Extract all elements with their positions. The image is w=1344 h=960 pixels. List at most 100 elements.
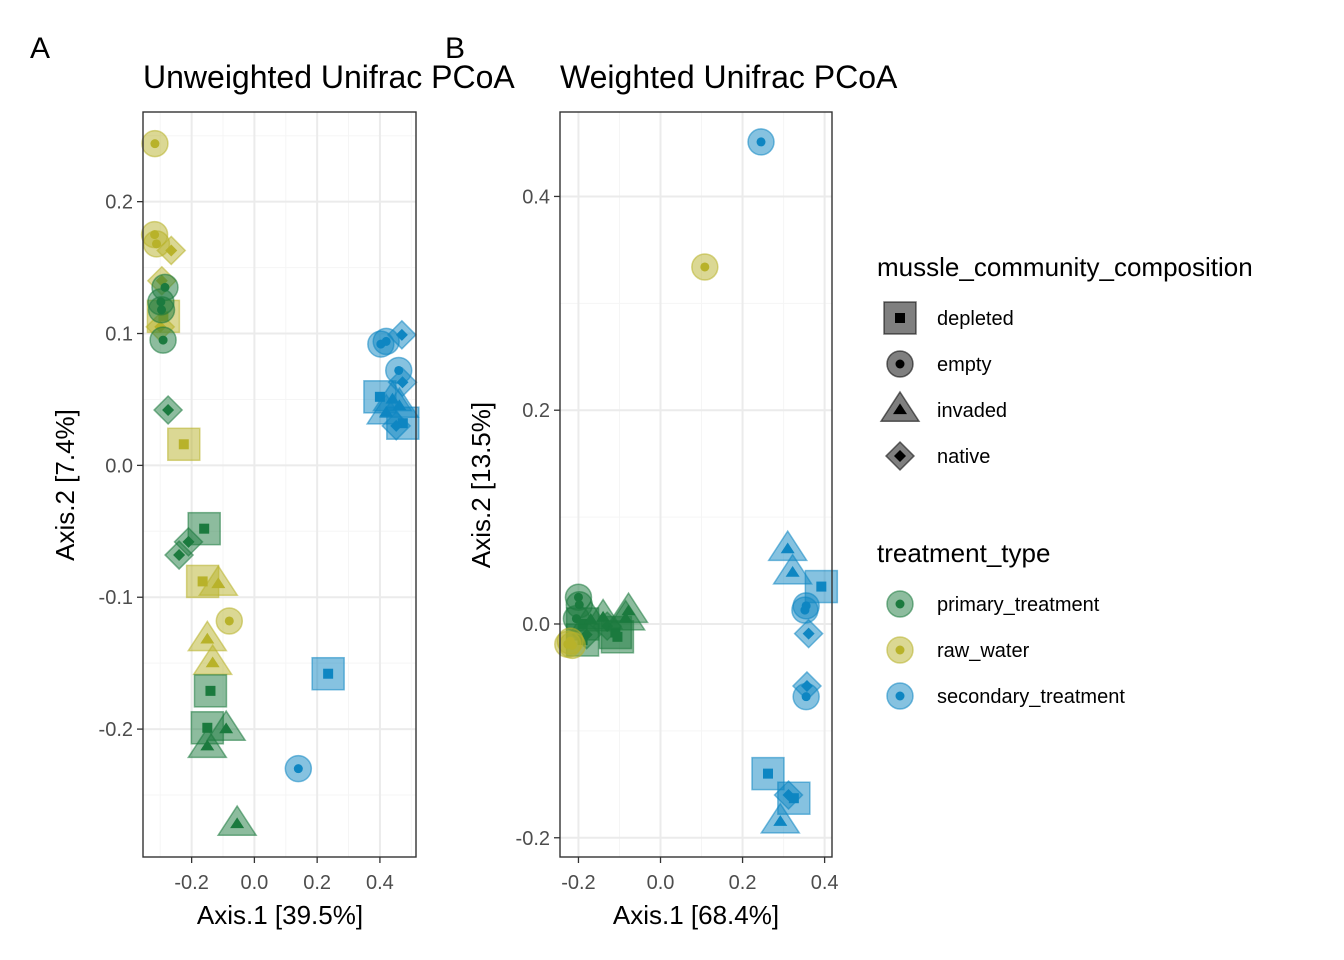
data-point: [205, 709, 247, 742]
square-icon: [883, 301, 917, 335]
x-tick-label: 0.2: [303, 872, 331, 894]
data-point: [149, 326, 177, 354]
point-core: [323, 668, 334, 679]
point-core: [773, 815, 788, 826]
data-point: [608, 591, 649, 624]
color-swatch-icon: [886, 590, 914, 618]
y-tick-label: 0.1: [105, 324, 133, 346]
x-axis-title-a: Axis.1 [39.5%]: [197, 900, 363, 930]
y-axis-title-b: Axis.2 [13.5%]: [466, 402, 496, 568]
point-core: [756, 137, 766, 147]
point-core: [224, 616, 234, 626]
diamond-icon: [884, 440, 916, 472]
data-point: [791, 596, 819, 624]
point-core: [205, 685, 216, 696]
legend-color-label: primary_treatment: [937, 594, 1100, 616]
point-core: [381, 336, 391, 346]
data-point: [792, 682, 820, 711]
x-axis-title-b: Axis.1 [68.4%]: [613, 900, 779, 930]
legend-title-color: treatment_type: [877, 538, 1050, 568]
x-tick-label: 0.2: [729, 872, 757, 894]
point-core: [374, 391, 385, 402]
x-tick-label: -0.2: [561, 872, 595, 894]
color-swatch-icon: [886, 682, 914, 710]
plot-title-a: Unweighted Unifrac PCoA: [143, 59, 515, 95]
point-core: [157, 305, 167, 315]
triangle-icon: [879, 390, 921, 422]
point-core: [895, 599, 905, 609]
point-core: [396, 376, 409, 389]
legend-color-item-raw_water: raw_water: [886, 636, 1030, 664]
data-point: [759, 802, 801, 834]
legend-shape-item-native: native: [884, 440, 990, 472]
point-core: [219, 722, 234, 734]
point-core: [197, 576, 208, 587]
x-tick-label: 0.4: [366, 872, 394, 894]
data-point: [156, 235, 187, 266]
data-point: [747, 128, 775, 156]
legend-shape-item-invaded: invaded: [879, 390, 1007, 422]
point-core: [390, 419, 403, 432]
point-core: [612, 631, 623, 642]
data-point: [216, 804, 258, 836]
legend: mussle_community_composition depleted emp…: [877, 252, 1253, 710]
data-point: [751, 756, 785, 791]
data-point: [772, 553, 813, 585]
point-core: [621, 604, 636, 616]
panel-b: B Weighted Unifrac PCoA -0.2 0.0 0.2 0.4-0.…: [445, 32, 898, 930]
legend-color-item-secondary_treatment: secondary_treatment: [886, 682, 1125, 710]
point-core: [293, 764, 303, 774]
legend-color-item-primary_treatment: primary_treatment: [886, 590, 1100, 618]
y-tick-label: 0.2: [522, 400, 550, 422]
point-core: [200, 739, 215, 751]
panel-a: A Unweighted Unifrac PCoA -0.2 0.0 0.2 0.4 -…: [30, 32, 515, 930]
data-point: [164, 539, 195, 571]
color-swatch-icon: [886, 636, 914, 664]
point-core: [158, 335, 168, 345]
point-core: [780, 542, 795, 554]
point-core: [205, 656, 220, 668]
point-core: [895, 645, 905, 655]
point-core: [200, 632, 215, 644]
data-point: [186, 620, 228, 652]
point-core: [801, 692, 811, 702]
y-tick-label: -0.2: [516, 828, 550, 850]
panel-letter-b: B: [445, 32, 465, 65]
x-tick-label: -0.2: [174, 872, 208, 894]
point-core: [895, 691, 905, 701]
y-tick-label: 0.0: [522, 614, 550, 636]
data-point: [141, 129, 169, 158]
data-point: [381, 410, 412, 441]
point-core: [178, 439, 189, 450]
data-point: [691, 253, 719, 281]
point-core: [802, 627, 815, 640]
point-core: [211, 577, 226, 589]
point-core: [151, 239, 161, 249]
panel-letter-a: A: [30, 32, 50, 65]
data-point: [386, 319, 417, 350]
legend-color-label: secondary_treatment: [937, 686, 1125, 708]
y-tick-label: 0.0: [105, 455, 133, 477]
legend-shape-label: empty: [937, 354, 991, 376]
plot-area-b: -0.2 0.0 0.2 0.4 -0.2 0.0 0.2 0.4: [516, 111, 839, 894]
point-core: [785, 566, 800, 577]
data-point: [153, 394, 184, 426]
point-core: [895, 359, 905, 369]
y-tick-label: -0.1: [99, 587, 133, 609]
data-point: [197, 564, 239, 596]
plot-background-a: [143, 112, 416, 857]
data-point: [558, 631, 587, 660]
point-core: [230, 817, 245, 829]
data-point: [186, 726, 228, 759]
legend-shape-label: invaded: [937, 400, 1007, 422]
legend-shape-item-empty: empty: [886, 350, 991, 378]
y-axis-title-a: Axis.2 [7.4%]: [50, 409, 80, 561]
legend-color-items: primary_treatment raw_water secondary_trea…: [886, 590, 1125, 710]
x-tick-label: 0.4: [811, 872, 839, 894]
point-core: [150, 139, 160, 149]
data-point: [793, 618, 824, 649]
legend-color-label: raw_water: [937, 640, 1030, 662]
point-core: [893, 403, 907, 415]
legend-shape-label: native: [937, 446, 990, 468]
x-tick-label: 0.0: [240, 872, 268, 894]
